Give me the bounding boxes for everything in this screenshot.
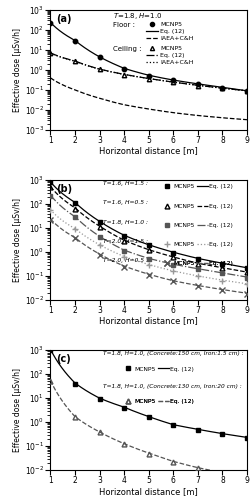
Text: $T$=1.8, $H$=1.0: $T$=1.8, $H$=1.0 [113, 11, 163, 21]
X-axis label: Horizontal distance [m]: Horizontal distance [m] [99, 146, 198, 156]
Text: T=1.8, H=1.0 :: T=1.8, H=1.0 : [104, 220, 148, 224]
X-axis label: Horizontal distance [m]: Horizontal distance [m] [99, 486, 198, 496]
Text: T=2.0, H=1.5 :: T=2.0, H=1.5 : [104, 239, 148, 244]
Text: Ceiling :: Ceiling : [113, 46, 142, 52]
X-axis label: Horizontal distance [m]: Horizontal distance [m] [99, 316, 198, 326]
Text: T=1.6, H=1.5 :: T=1.6, H=1.5 : [104, 182, 148, 186]
Text: (b): (b) [56, 184, 72, 194]
Legend: MCNP5, Eq. (12): MCNP5, Eq. (12) [162, 261, 233, 266]
Text: (a): (a) [56, 14, 72, 24]
Legend: MCNP5, Eq. (12): MCNP5, Eq. (12) [122, 398, 194, 404]
Y-axis label: Effective dose [μSv/h]: Effective dose [μSv/h] [13, 368, 22, 452]
Text: Floor :: Floor : [113, 22, 135, 28]
Text: T=1.8, H=1.0, (Concrete:130 cm, Iron:20 cm) :: T=1.8, H=1.0, (Concrete:130 cm, Iron:20 … [104, 384, 242, 389]
Text: T=2.0, H=0.5 :: T=2.0, H=0.5 : [104, 258, 148, 263]
Legend: MCNP5, Eq. (12), IAEA+C&H: MCNP5, Eq. (12), IAEA+C&H [146, 46, 194, 64]
Text: T=1.6, H=0.5 :: T=1.6, H=0.5 : [104, 200, 148, 205]
Y-axis label: Effective dose [μSv/h]: Effective dose [μSv/h] [13, 28, 22, 112]
Text: (c): (c) [56, 354, 71, 364]
Y-axis label: Effective dose [μSv/h]: Effective dose [μSv/h] [13, 198, 22, 282]
Text: T=1.8, H=1.0, (Concrete:150 cm, Iron:1.5 cm) :: T=1.8, H=1.0, (Concrete:150 cm, Iron:1.5… [104, 352, 244, 356]
